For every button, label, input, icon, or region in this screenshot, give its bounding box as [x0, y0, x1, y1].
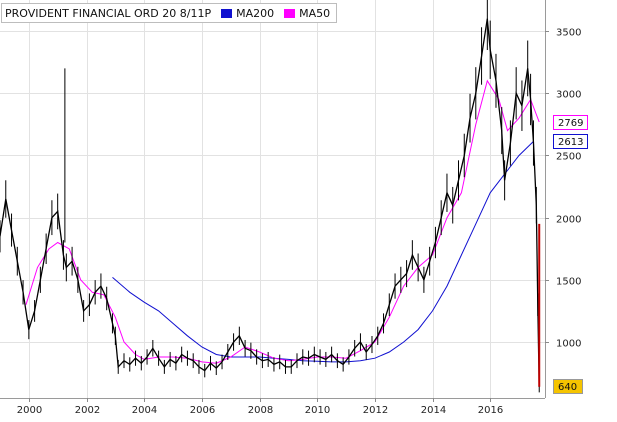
x-tick-label: 2014	[421, 405, 446, 416]
x-tick-label: 2000	[17, 405, 42, 416]
y-tick-label: 1000	[556, 339, 581, 350]
ma200-layer	[112, 141, 534, 363]
x-tick-label: 2006	[190, 405, 215, 416]
y-tick-label: 2500	[556, 152, 581, 163]
grid-lines	[0, 0, 545, 398]
price-line	[0, 18, 540, 387]
x-tick-label: 2004	[132, 405, 157, 416]
price-layer	[0, 0, 541, 393]
y-tick-label: 2000	[556, 215, 581, 226]
legend-label-ma50: MA50	[299, 6, 331, 20]
x-tick-label: 2016	[478, 405, 503, 416]
y-axis-labels: 1000 1500 2000 2500 3000 3500	[556, 28, 581, 350]
x-axis-labels: 2000 2002 2004 2006 2008 2010 2012 2014 2016	[17, 405, 503, 416]
ma200-line	[112, 141, 534, 363]
legend-item-ma200: MA200	[221, 7, 274, 20]
x-tick-label: 2002	[75, 405, 100, 416]
ma200-value-tag: 2613	[553, 133, 589, 149]
ma50-value-tag: 2769	[553, 114, 589, 130]
x-tick-label: 2012	[363, 405, 388, 416]
last-price-tag: 640	[553, 379, 583, 395]
axis-ticks	[29, 31, 549, 402]
y-tick-label: 3500	[556, 28, 581, 39]
chart-legend: PROVIDENT FINANCIAL ORD 20 8/11P MA200 M…	[1, 3, 338, 23]
ma50-swatch-icon	[284, 8, 296, 18]
x-tick-label: 2008	[248, 405, 273, 416]
y-tick-label: 3000	[556, 90, 581, 101]
y-tick-label: 1500	[556, 277, 581, 288]
plot-background	[0, 0, 545, 398]
chart-title: PROVIDENT FINANCIAL ORD 20 8/11P	[5, 6, 212, 20]
ma200-swatch-icon	[221, 8, 233, 18]
legend-label-ma200: MA200	[236, 6, 275, 20]
x-tick-label: 2010	[305, 405, 330, 416]
legend-item-ma50: MA50	[284, 7, 330, 20]
